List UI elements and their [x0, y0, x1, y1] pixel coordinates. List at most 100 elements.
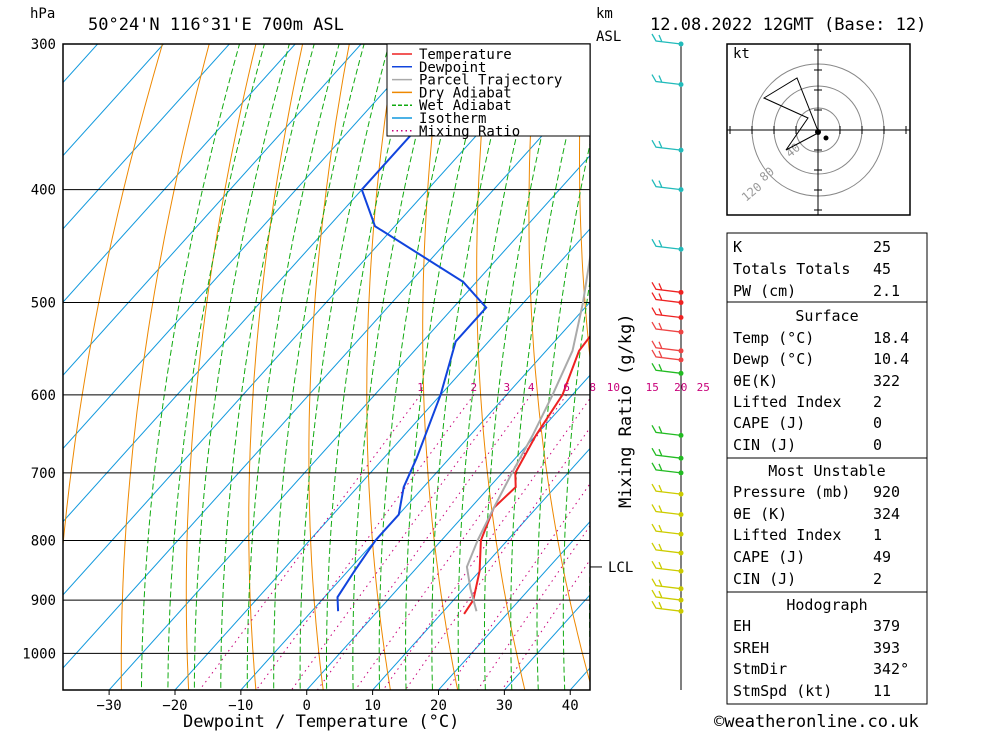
asl-unit: ASL [596, 29, 621, 45]
wind-barb [651, 425, 682, 436]
wet-adiabat-line [536, 141, 590, 690]
surface-li-value: 2 [873, 393, 882, 411]
k-value: 25 [873, 238, 891, 256]
most-unstable-box [726, 457, 928, 593]
surface-cin-label: CIN (J) [733, 436, 796, 454]
hodograph-table-box [726, 591, 928, 705]
mu-pressure-label: Pressure (mb) [733, 483, 850, 501]
stmspd-label: StmSpd (kt) [733, 682, 832, 700]
pressure-tick-label: 1000 [22, 646, 56, 662]
surface-temp-value: 18.4 [873, 329, 909, 347]
wind-barb [651, 292, 682, 304]
wind-barb [651, 600, 682, 612]
wind-barb [651, 523, 682, 535]
mixing-ratio-line [404, 426, 590, 690]
surface-title: Surface [795, 307, 858, 325]
pw-value: 2.1 [873, 282, 900, 300]
isotherm-line [63, 44, 231, 230]
legend-entry: Temperature [419, 47, 512, 63]
pressure-tick-label: 600 [31, 388, 56, 404]
pressure-tick-label: 300 [31, 37, 56, 53]
mu-li-value: 1 [873, 526, 882, 544]
hodograph-unit: kt [733, 46, 750, 62]
temperature-line [463, 334, 590, 615]
pressure-tick-label: 800 [31, 533, 56, 549]
isotherm-line [63, 44, 165, 157]
mixing-ratio-lines [198, 394, 590, 690]
mixing-ratio-label: 2 [471, 381, 478, 394]
isotherm-lines [63, 44, 590, 690]
isotherm-line [306, 374, 590, 690]
dry-adiabat-lines [63, 0, 1000, 702]
hodograph: kt 40 80 120 [726, 43, 911, 216]
sreh-value: 393 [873, 639, 900, 657]
wind-barb [651, 307, 682, 319]
dry-adiabat-line [366, 44, 397, 690]
wind-barb [651, 33, 682, 45]
isotherm-line [108, 154, 590, 690]
surface-box [726, 301, 928, 459]
pressure-tick-label: 700 [31, 466, 56, 482]
surface-theta-value: 322 [873, 372, 900, 390]
mixing-ratio-label: 3 [504, 381, 511, 394]
wet-adiabat-line [299, 44, 390, 690]
wet-adiabat-line [562, 278, 590, 690]
pressure-tick-label: 400 [31, 183, 56, 199]
wind-barb [651, 483, 682, 495]
surface-dewp-label: Dewp (°C) [733, 350, 814, 368]
wet-adiabat-line [457, 44, 539, 690]
mixing-ratio-axis-title: Mixing Ratio (g/kg) [616, 314, 636, 508]
wind-barb [651, 179, 682, 191]
eh-value: 379 [873, 617, 900, 635]
indices-box [726, 232, 928, 303]
mixing-ratio-labels: 1 2 3 4 6 8 10 15 20 25 [417, 381, 710, 394]
mixing-ratio-label: 25 [697, 381, 710, 394]
hodograph-origin-dot [815, 129, 821, 135]
parcel-trajectory-line [465, 251, 590, 612]
wind-profile [651, 33, 684, 690]
dry-adiabat-line [949, 0, 1000, 702]
stmdir-value: 342° [873, 660, 909, 678]
profile-series [336, 44, 590, 615]
isotherm-line [371, 447, 590, 690]
wet-adiabat-line [326, 44, 415, 690]
wind-barb [651, 238, 682, 250]
isotherm-line [174, 228, 590, 690]
mu-li-label: Lifted Index [733, 526, 841, 544]
wet-adiabat-line [431, 44, 515, 690]
mu-cin-label: CIN (J) [733, 570, 796, 588]
mu-cape-label: CAPE (J) [733, 548, 805, 566]
wet-adiabat-line [378, 44, 465, 690]
temperature-tick-label: 0 [303, 698, 311, 714]
wet-adiabat-line [273, 44, 365, 690]
wet-adiabat-line [352, 44, 440, 690]
tt-label: Totals Totals [733, 260, 850, 278]
tt-value: 45 [873, 260, 891, 278]
mu-theta-label: θE (K) [733, 505, 787, 523]
wind-barb [651, 504, 682, 516]
temperature-tick-label: −30 [96, 698, 121, 714]
stmdir-label: StmDir [733, 660, 787, 678]
copyright-text: ©weatheronline.co.uk [714, 712, 919, 732]
surface-li-label: Lifted Index [733, 393, 841, 411]
station-location: 50°24'N 116°31'E 700m ASL [88, 15, 344, 35]
pressure-tick-label: 900 [31, 593, 56, 609]
hodograph-storm-dot [823, 135, 829, 141]
wind-barb [651, 462, 682, 474]
mu-cape-value: 49 [873, 548, 891, 566]
x-axis-title: Dewpoint / Temperature (°C) [183, 712, 459, 732]
isotherm-line [63, 44, 428, 450]
dry-adiabat-line [185, 44, 257, 690]
dry-adiabat-line [476, 44, 526, 690]
wind-barb [651, 578, 682, 590]
mixing-ratio-line [316, 394, 532, 690]
wet-adiabat-line [193, 44, 290, 690]
mixing-ratio-line [290, 394, 508, 690]
dewpoint-line [336, 44, 494, 612]
isotherm-line [63, 44, 296, 303]
legend-entry: Parcel Trajectory [419, 73, 562, 89]
eh-label: EH [733, 617, 751, 635]
pressure-tick-label: 500 [31, 296, 56, 312]
